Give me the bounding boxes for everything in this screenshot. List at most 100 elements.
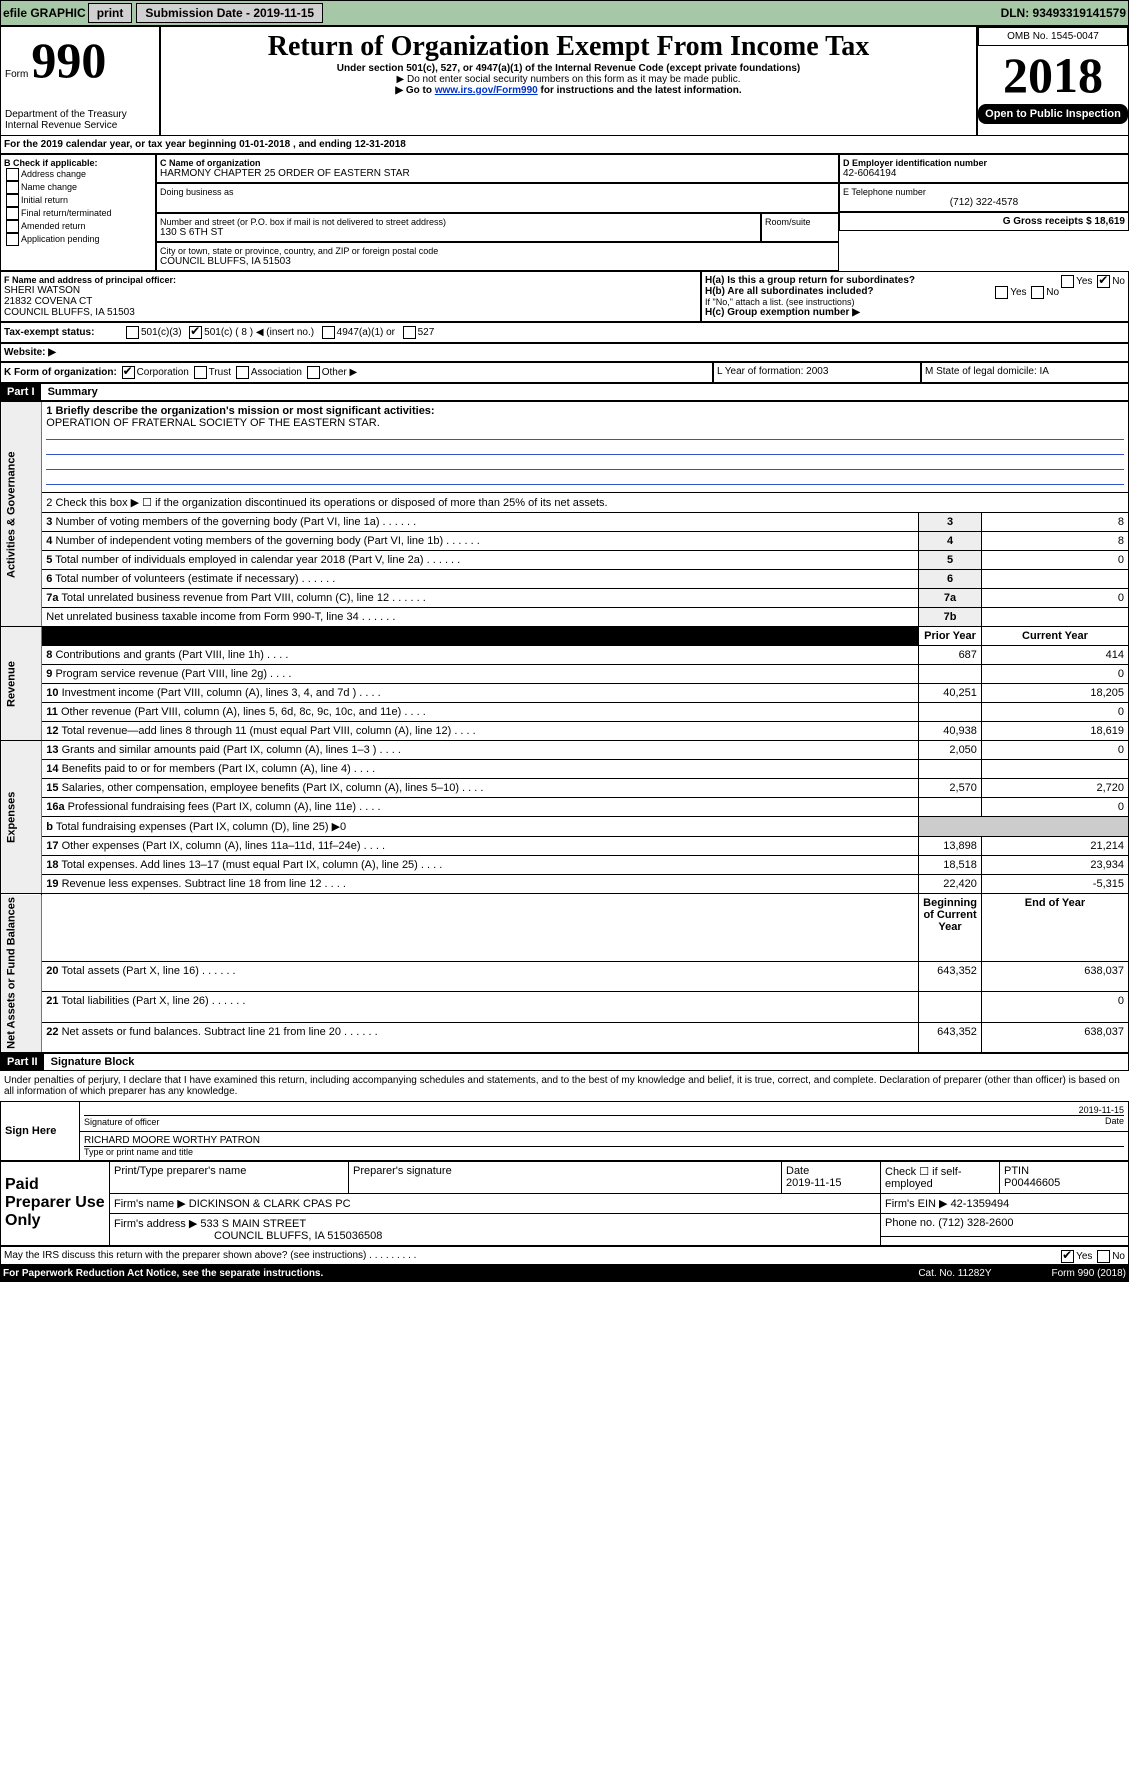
open-inspection: Open to Public Inspection: [978, 104, 1128, 124]
officer-addr1: 21832 COVENA CT: [4, 296, 697, 307]
org-name: HARMONY CHAPTER 25 ORDER OF EASTERN STAR: [160, 168, 835, 179]
type-name-label: Type or print name and title: [84, 1146, 1124, 1157]
gov-row: 6 Total number of volunteers (estimate i…: [1, 570, 1129, 589]
addr-label: Number and street (or P.O. box if mail i…: [160, 217, 757, 227]
form-title: Return of Organization Exempt From Incom…: [165, 31, 972, 63]
sig-officer-label: Signature of officer: [84, 1117, 159, 1127]
tax-period: For the 2019 calendar year, or tax year …: [0, 136, 1129, 154]
state-domicile: M State of legal domicile: IA: [921, 362, 1129, 383]
ein: 42-6064194: [843, 168, 1125, 179]
gov-row: 4 Number of independent voting members o…: [1, 532, 1129, 551]
dln: DLN: 93493319141579: [1001, 6, 1126, 20]
footer-form: Form 990 (2018): [1052, 1268, 1126, 1279]
date-label: Date: [1105, 1116, 1124, 1126]
declaration: Under penalties of perjury, I declare th…: [0, 1071, 1129, 1101]
rev-row: 8 Contributions and grants (Part VIII, l…: [1, 646, 1129, 665]
officer-addr2: COUNCIL BLUFFS, IA 51503: [4, 307, 697, 318]
signature-block: Sign Here 2019-11-15 Signature of office…: [0, 1101, 1129, 1161]
form-number: 990: [31, 32, 106, 88]
e-label: E Telephone number: [843, 187, 1125, 197]
form-header: Form 990 Department of the Treasury Inte…: [0, 26, 1129, 136]
form-subtitle: Under section 501(c), 527, or 4947(a)(1)…: [165, 63, 972, 74]
net-row: 21 Total liabilities (Part X, line 26) .…: [1, 992, 1129, 1022]
gov-row: 5 Total number of individuals employed i…: [1, 551, 1129, 570]
paid-preparer-label: Paid Preparer Use Only: [1, 1161, 110, 1245]
k-trust[interactable]: Trust: [192, 367, 231, 378]
cb-amended[interactable]: Amended return: [4, 220, 152, 233]
gov-row: 3 Number of voting members of the govern…: [1, 513, 1129, 532]
firm-name: DICKINSON & CLARK CPAS PC: [189, 1198, 351, 1210]
cb-address-change[interactable]: Address change: [4, 168, 152, 181]
k-assoc[interactable]: Association: [234, 367, 302, 378]
dba-label: Doing business as: [160, 187, 835, 197]
tax-year: 2018: [978, 46, 1128, 104]
tax-opt-1[interactable]: 501(c) ( 8 ) ◀ (insert no.): [187, 326, 314, 339]
part1-subtitle: Summary: [44, 382, 102, 402]
city-label: City or town, state or province, country…: [160, 246, 835, 256]
efile-label: efile GRAPHIC: [3, 6, 86, 20]
exp-row: 15 Salaries, other compensation, employe…: [1, 779, 1129, 798]
sign-date: 2019-11-15: [84, 1105, 1124, 1115]
paid-preparer-block: Paid Preparer Use Only Print/Type prepar…: [0, 1161, 1129, 1246]
sign-here: Sign Here: [1, 1101, 80, 1160]
firm-ein: 42-1359494: [951, 1198, 1010, 1210]
submission-date: Submission Date - 2019-11-15: [136, 3, 323, 23]
cb-final-return[interactable]: Final return/terminated: [4, 207, 152, 220]
net-row: 22 Net assets or fund balances. Subtract…: [1, 1022, 1129, 1052]
f-label: F Name and address of principal officer:: [4, 275, 697, 285]
ps-label: Preparer's signature: [349, 1161, 782, 1193]
exp-row: 19 Revenue less expenses. Subtract line …: [1, 875, 1129, 894]
tax-opt-0[interactable]: 501(c)(3): [124, 326, 182, 339]
note2-pre: ▶ Go to: [395, 85, 434, 96]
print-button[interactable]: print: [88, 3, 133, 23]
org-city: COUNCIL BLUFFS, IA 51503: [160, 256, 835, 267]
gross-receipts: G Gross receipts $ 18,619: [839, 212, 1129, 231]
vert-net: Net Assets or Fund Balances: [1, 894, 42, 1053]
tax-opt-3[interactable]: 527: [401, 326, 435, 339]
ptp-label: Print/Type preparer's name: [110, 1161, 349, 1193]
vert-gov: Activities & Governance: [1, 402, 42, 627]
omb: OMB No. 1545-0047: [978, 27, 1128, 46]
gov-row: Net unrelated business taxable income fr…: [1, 608, 1129, 627]
form990-link[interactable]: www.irs.gov/Form990: [435, 85, 538, 96]
k-other[interactable]: Other ▶: [305, 367, 357, 378]
firm-phone: (712) 328-2600: [938, 1217, 1013, 1229]
firm-city: COUNCIL BLUFFS, IA 515036508: [214, 1230, 382, 1242]
part2-subtitle: Signature Block: [47, 1052, 139, 1072]
exp-row: 14 Benefits paid to or for members (Part…: [1, 760, 1129, 779]
department: Department of the Treasury Internal Reve…: [5, 109, 155, 131]
net-row: 20 Total assets (Part X, line 16) . . . …: [1, 962, 1129, 992]
pra-notice: For Paperwork Reduction Act Notice, see …: [3, 1268, 918, 1279]
discuss-no[interactable]: [1097, 1250, 1110, 1263]
rev-row: 11 Other revenue (Part VIII, column (A),…: [1, 703, 1129, 722]
cat-no: Cat. No. 11282Y: [918, 1268, 991, 1279]
cb-name-change[interactable]: Name change: [4, 181, 152, 194]
exp-row: b Total fundraising expenses (Part IX, c…: [1, 817, 1129, 837]
exp-row: 16a Professional fundraising fees (Part …: [1, 798, 1129, 817]
gov-row: 7a Total unrelated business revenue from…: [1, 589, 1129, 608]
officer-print-name: RICHARD MOORE WORTHY PATRON: [84, 1135, 1124, 1146]
k-corp[interactable]: Corporation: [120, 367, 189, 378]
part1-title: Part I: [1, 384, 41, 400]
tax-opt-2[interactable]: 4947(a)(1) or: [320, 326, 395, 339]
exp-row: 18 Total expenses. Add lines 13–17 (must…: [1, 856, 1129, 875]
org-addr: 130 S 6TH ST: [160, 227, 757, 238]
firm-addr: 533 S MAIN STREET: [200, 1218, 306, 1230]
rev-row: 9 Program service revenue (Part VIII, li…: [1, 665, 1129, 684]
phone: (712) 322-4578: [843, 197, 1125, 208]
exp-row: 17 Other expenses (Part IX, column (A), …: [1, 837, 1129, 856]
vert-exp: Expenses: [1, 741, 42, 894]
tax-status-label: Tax-exempt status:: [4, 327, 124, 338]
hc-label: H(c) Group exemption number ▶: [705, 307, 1125, 318]
cb-initial-return[interactable]: Initial return: [4, 194, 152, 207]
ha-label: H(a) Is this a group return for subordin…: [705, 275, 915, 286]
top-bar: efile GRAPHIC print Submission Date - 20…: [0, 0, 1129, 26]
discuss-yes[interactable]: [1061, 1250, 1074, 1263]
ptin: P00446605: [1004, 1177, 1060, 1189]
note2-post: for instructions and the latest informat…: [541, 85, 742, 96]
cb-application-pending[interactable]: Application pending: [4, 233, 152, 246]
c-label: C Name of organization: [160, 158, 835, 168]
prep-date: 2019-11-15: [786, 1177, 841, 1189]
vert-rev: Revenue: [1, 627, 42, 741]
discuss-label: May the IRS discuss this return with the…: [4, 1250, 366, 1261]
